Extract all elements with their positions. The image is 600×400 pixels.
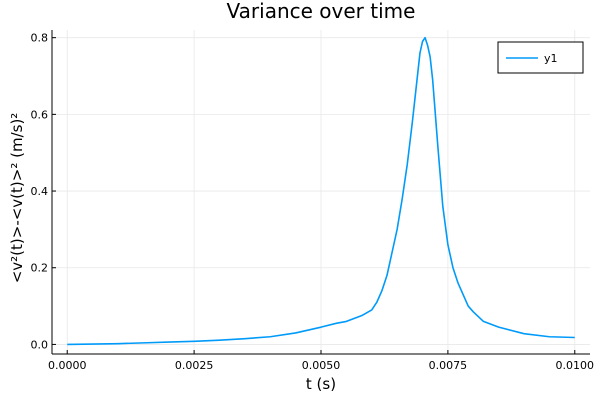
legend-label-y1: y1: [544, 52, 558, 65]
x-tick-label: 0.0100: [556, 359, 595, 372]
chart-title: Variance over time: [227, 0, 416, 23]
grid: [52, 30, 590, 354]
x-tick-label: 0.0000: [48, 359, 87, 372]
y-tick-label: 0.2: [31, 262, 49, 275]
y-tick-label: 0.8: [31, 32, 49, 45]
axes: [51, 30, 590, 355]
legend: y1: [497, 41, 584, 74]
y-tick-label: 0.4: [31, 185, 49, 198]
series-layer: [67, 36, 575, 346]
x-tick-label: 0.0075: [429, 359, 468, 372]
y-tick-label: 0.6: [31, 108, 49, 121]
y-axis-label: <v²(t)>-<v(t)>² (m/s)²: [8, 113, 26, 284]
x-tick-label: 0.0050: [302, 359, 341, 372]
tick-labels: 0.0000 0.0025 0.0050 0.0075 0.0100 0.0 0.2 0.4 0…: [31, 32, 595, 372]
x-axis-label: t (s): [306, 375, 336, 393]
series-line-y1: [67, 36, 575, 346]
x-tick-label: 0.0025: [175, 359, 214, 372]
y-tick-label: 0.0: [31, 338, 49, 351]
